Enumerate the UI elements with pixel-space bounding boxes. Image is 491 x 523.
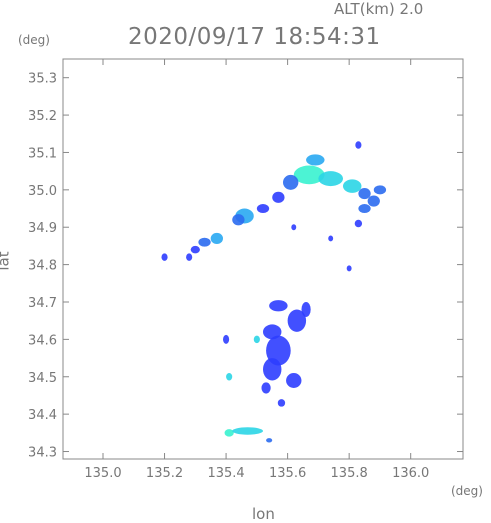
echo-cell-24 xyxy=(286,373,302,388)
echo-cell-21 xyxy=(263,324,282,340)
echo-cell-2 xyxy=(306,154,325,166)
y-tick-label-6: 34.9 xyxy=(28,221,57,236)
y-tick-label-10: 35.3 xyxy=(28,72,57,87)
y-tick-label-3: 34.6 xyxy=(28,333,57,348)
echo-cell-4 xyxy=(358,187,371,200)
echo-cell-14 xyxy=(210,232,224,245)
echo-cell-27 xyxy=(223,334,230,344)
y-unit-label: (deg) xyxy=(18,33,50,47)
echo-cell-30 xyxy=(224,429,234,437)
x-tick-label-3: 135.6 xyxy=(269,466,306,481)
echo-cell-23 xyxy=(263,358,282,381)
y-tick-label-1: 34.4 xyxy=(28,408,57,423)
echo-cell-35 xyxy=(328,235,334,242)
echo-cell-1 xyxy=(318,171,344,187)
x-tick-label-0: 135.0 xyxy=(84,466,121,481)
y-tick-label-0: 34.3 xyxy=(28,446,57,461)
echo-cell-16 xyxy=(190,245,200,254)
echo-cell-17 xyxy=(186,253,193,261)
echo-layer xyxy=(161,141,387,443)
y-tick-label-4: 34.7 xyxy=(28,296,57,311)
y-tick-label-7: 35.0 xyxy=(28,184,57,199)
echo-cell-36 xyxy=(346,265,352,272)
y-tick-label-2: 34.5 xyxy=(28,371,57,386)
x-tick-label-5: 136.0 xyxy=(392,466,429,481)
echo-cell-7 xyxy=(358,204,371,214)
echo-cell-8 xyxy=(355,141,362,149)
echo-cell-10 xyxy=(272,191,285,203)
echo-cell-29 xyxy=(277,399,286,407)
echo-cell-25 xyxy=(261,382,271,394)
plot-frame xyxy=(62,58,464,460)
x-tick-label-1: 135.2 xyxy=(146,466,183,481)
echo-cell-26 xyxy=(226,373,233,381)
echo-cell-28 xyxy=(253,335,260,344)
x-axis: 135.0 135.2 135.4 135.6 135.8 136.0 xyxy=(84,59,429,481)
echo-cell-5 xyxy=(373,185,387,195)
x-tick-label-4: 135.8 xyxy=(331,466,368,481)
y-tick-label-5: 34.8 xyxy=(28,259,57,274)
altitude-label: ALT(km) 2.0 xyxy=(334,0,424,18)
echo-cell-33 xyxy=(161,253,168,261)
echo-cell-34 xyxy=(291,224,297,231)
echo-cell-9 xyxy=(283,174,299,190)
y-axis: 34.3 34.4 34.5 34.6 34.7 34.8 34.9 35.0 35.1 35.2… xyxy=(28,72,463,461)
x-tick-label-2: 135.4 xyxy=(207,466,244,481)
y-tick-label-9: 35.2 xyxy=(28,109,57,124)
echo-cell-0 xyxy=(293,165,325,185)
chart-title: 2020/09/17 18:54:31 xyxy=(128,24,381,50)
echo-cell-18 xyxy=(269,300,288,312)
echo-cell-13 xyxy=(256,204,270,214)
echo-cell-3 xyxy=(343,179,362,193)
echo-cell-32 xyxy=(266,438,273,443)
echo-cell-15 xyxy=(198,237,211,247)
echo-cell-6 xyxy=(367,195,380,207)
x-axis-label: lon xyxy=(252,505,275,523)
x-unit-label: (deg) xyxy=(451,484,483,498)
echo-cell-20 xyxy=(287,309,307,332)
echo-cell-31 xyxy=(232,427,263,435)
echo-cell-12 xyxy=(232,214,245,226)
echo-cell-19 xyxy=(301,301,311,317)
echo-cell-37 xyxy=(354,219,363,228)
y-tick-label-8: 35.1 xyxy=(28,146,57,161)
